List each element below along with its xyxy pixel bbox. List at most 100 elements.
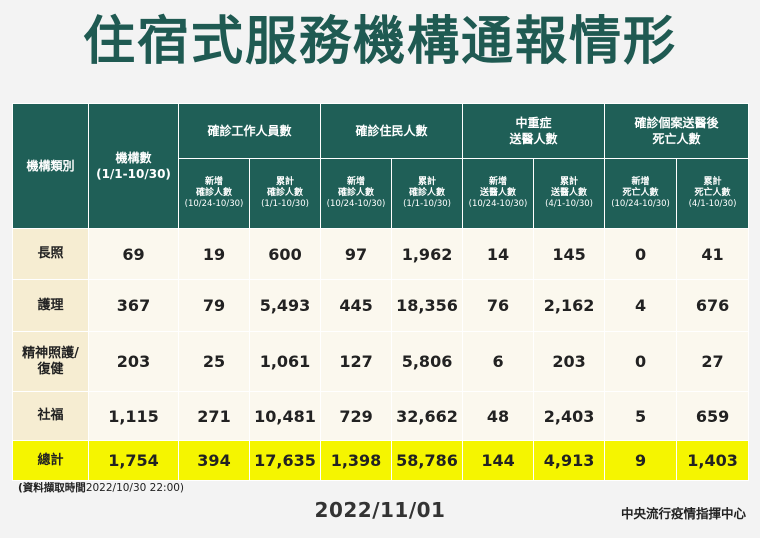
subheader-l2: 確診人數 bbox=[338, 188, 375, 198]
table-cell: 445 bbox=[320, 279, 393, 332]
subheader-cell: 新增 死亡人數 (10/24-10/30) bbox=[604, 158, 678, 229]
subheader-l3: (4/1-10/30) bbox=[545, 199, 593, 209]
footnote-time: 2022/10/30 22:00) bbox=[85, 482, 185, 494]
table-cell: 6 bbox=[462, 331, 535, 392]
table-cell: 58,786 bbox=[391, 440, 464, 481]
subheader-cell: 新增 送醫人數 (10/24-10/30) bbox=[462, 158, 535, 229]
footnote-label: (資料擷取時間 bbox=[18, 482, 86, 494]
table-cell: 2,162 bbox=[533, 279, 606, 332]
subheader-l3: (10/24-10/30) bbox=[326, 199, 386, 209]
table-cell: 5,806 bbox=[391, 331, 464, 392]
subheader-cell: 累計 送醫人數 (4/1-10/30) bbox=[533, 158, 606, 229]
subheader-cell: 新增 確診人數 (10/24-10/30) bbox=[178, 158, 250, 229]
table-cell: 32,662 bbox=[391, 391, 464, 441]
table-row: 社福 1,115 271 10,481 729 32,662 48 2,403 5 659 bbox=[12, 391, 750, 441]
category-label: 精神照護/ 復健 bbox=[12, 331, 89, 392]
subheader-l1: 新增 bbox=[489, 177, 508, 187]
table-cell: 25 bbox=[178, 331, 250, 392]
subheader-l1: 累計 bbox=[703, 177, 722, 187]
table-cell: 367 bbox=[88, 279, 179, 332]
table-row: 精神照護/ 復健 203 25 1,061 127 5,806 6 203 0 27 bbox=[12, 331, 750, 392]
total-row: 總計 1,754 394 17,635 1,398 58,786 144 4,913 9 1,40… bbox=[12, 440, 750, 481]
table-cell: 79 bbox=[178, 279, 250, 332]
table-cell: 729 bbox=[320, 391, 393, 441]
subheader-l3: (1/1-10/30) bbox=[403, 199, 451, 209]
subheader-l3: (10/24-10/30) bbox=[468, 199, 528, 209]
subheader-l1: 累計 bbox=[560, 177, 579, 187]
table-cell: 659 bbox=[676, 391, 750, 441]
header-institution-count: 機構數 (1/1-10/30) bbox=[88, 103, 179, 229]
table-cell: 0 bbox=[604, 228, 678, 280]
table-cell: 1,398 bbox=[320, 440, 393, 481]
table-cell: 203 bbox=[88, 331, 179, 392]
page-title: 住宿式服務機構通報情形 bbox=[82, 12, 677, 72]
table-cell: 1,754 bbox=[88, 440, 179, 481]
group-header: 確診個案送醫後 死亡人數 bbox=[604, 103, 750, 159]
subheader-cell: 累計 確診人數 (1/1-10/30) bbox=[248, 158, 322, 229]
table-cell: 1,115 bbox=[88, 391, 179, 441]
table-cell: 4 bbox=[604, 279, 678, 332]
subheader-l1: 新增 bbox=[347, 177, 366, 187]
publish-date: 2022/11/01 bbox=[314, 498, 446, 522]
table-cell: 5 bbox=[604, 391, 678, 441]
table-cell: 600 bbox=[248, 228, 322, 280]
subheader-l1: 累計 bbox=[418, 177, 437, 187]
table-cell: 4,913 bbox=[533, 440, 606, 481]
category-label: 護理 bbox=[12, 279, 89, 332]
subheader-l3: (1/1-10/30) bbox=[261, 199, 309, 209]
table-cell: 1,061 bbox=[248, 331, 322, 392]
table-cell: 14 bbox=[462, 228, 535, 280]
category-label: 長照 bbox=[12, 228, 89, 280]
table-cell: 48 bbox=[462, 391, 535, 441]
subheader-cell: 累計 死亡人數 (4/1-10/30) bbox=[676, 158, 750, 229]
table-cell: 10,481 bbox=[248, 391, 322, 441]
table-cell: 2,403 bbox=[533, 391, 606, 441]
data-timestamp-note: (資料擷取時間2022/10/30 22:00) bbox=[18, 480, 184, 495]
subheader-l1: 新增 bbox=[204, 177, 223, 187]
table-row: 長照 69 19 600 97 1,962 14 145 0 41 bbox=[12, 228, 750, 280]
subheader-l2: 死亡人數 bbox=[622, 188, 659, 198]
table-cell: 145 bbox=[533, 228, 606, 280]
subheader-l2: 死亡人數 bbox=[694, 188, 731, 198]
table-cell: 18,356 bbox=[391, 279, 464, 332]
table-cell: 144 bbox=[462, 440, 535, 481]
subheader-l2: 送醫人數 bbox=[480, 188, 517, 198]
table-cell: 676 bbox=[676, 279, 750, 332]
table-cell: 17,635 bbox=[248, 440, 322, 481]
subheader-l3: (10/24-10/30) bbox=[611, 199, 670, 209]
category-label: 社福 bbox=[12, 391, 89, 441]
subheader-cell: 新增 確診人數 (10/24-10/30) bbox=[320, 158, 393, 229]
subheader-l2: 確診人數 bbox=[195, 188, 232, 198]
table-row: 護理 367 79 5,493 445 18,356 76 2,162 4 676 bbox=[12, 279, 750, 332]
table-cell: 5,493 bbox=[248, 279, 322, 332]
table-cell: 0 bbox=[604, 331, 678, 392]
group-header: 中重症 送醫人數 bbox=[462, 103, 606, 159]
table-cell: 271 bbox=[178, 391, 250, 441]
subheader-l3: (10/24-10/30) bbox=[184, 199, 244, 209]
table-cell: 127 bbox=[320, 331, 393, 392]
subheader-l1: 累計 bbox=[276, 177, 295, 187]
table-cell: 1,962 bbox=[391, 228, 464, 280]
table-cell: 394 bbox=[178, 440, 250, 481]
table-cell: 69 bbox=[88, 228, 179, 280]
subheader-l2: 確診人數 bbox=[409, 188, 446, 198]
category-label: 總計 bbox=[12, 440, 89, 481]
subheader-l3: (4/1-10/30) bbox=[688, 199, 737, 209]
table-cell: 41 bbox=[676, 228, 750, 280]
table-cell: 97 bbox=[320, 228, 393, 280]
table-cell: 203 bbox=[533, 331, 606, 392]
organization-name: 中央流行疫情指揮中心 bbox=[620, 506, 746, 521]
group-header: 確診住民人數 bbox=[320, 103, 464, 159]
header-count-line1: 機構數 bbox=[115, 151, 152, 165]
subheader-l2: 送醫人數 bbox=[551, 188, 588, 198]
group-header: 確診工作人員數 bbox=[177, 103, 322, 159]
header-category: 機構類別 bbox=[12, 103, 89, 229]
subheader-cell: 累計 確診人數 (1/1-10/30) bbox=[391, 158, 464, 229]
data-table: 機構類別 機構數 (1/1-10/30) 確診工作人員數 確診住民人數 中重症 … bbox=[12, 103, 750, 481]
table-cell: 27 bbox=[676, 331, 750, 392]
table-cell: 9 bbox=[604, 440, 678, 481]
header-count-line2: (1/1-10/30) bbox=[96, 167, 171, 181]
table-cell: 76 bbox=[462, 279, 535, 332]
table-cell: 19 bbox=[178, 228, 250, 280]
table-cell: 1,403 bbox=[676, 440, 750, 481]
